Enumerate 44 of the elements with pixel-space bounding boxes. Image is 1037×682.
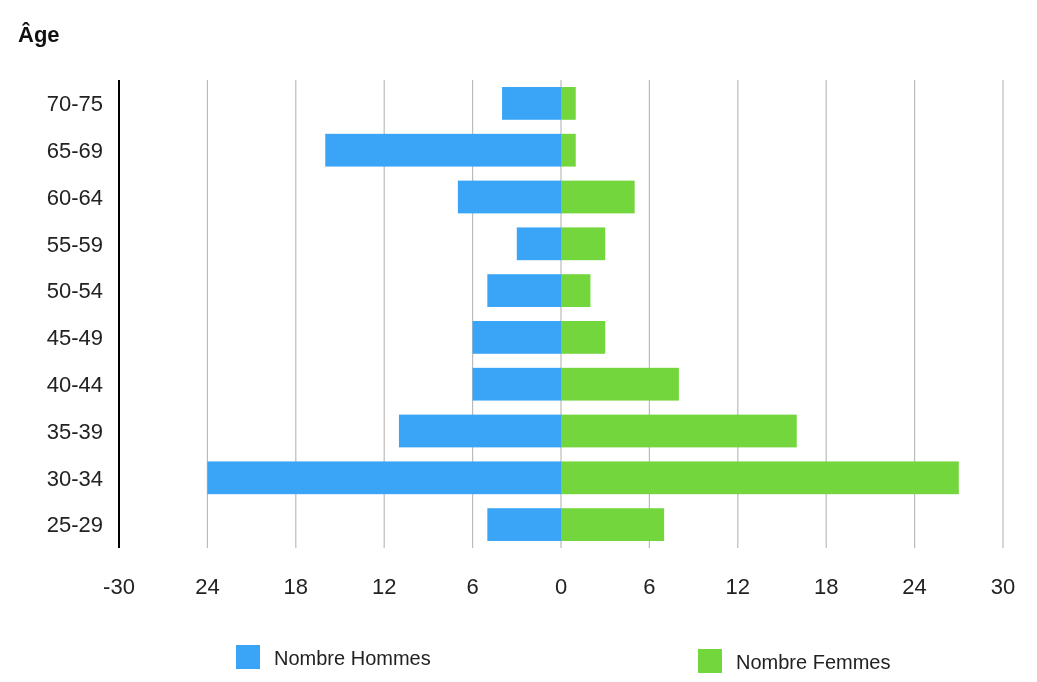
bar <box>561 133 576 167</box>
bar <box>502 87 561 120</box>
y-tick-label: 55-59 <box>46 231 103 257</box>
bar <box>561 508 665 541</box>
x-tick-label: 6 <box>643 574 656 599</box>
x-tick-label: 12 <box>725 574 751 599</box>
bar <box>561 321 606 354</box>
y-tick-label: 45-49 <box>46 325 103 351</box>
x-tick-label: 0 <box>554 574 568 599</box>
bar <box>561 367 679 401</box>
bar <box>561 461 959 495</box>
bar <box>516 227 561 261</box>
y-tick-label: 35-39 <box>46 418 103 444</box>
x-tick-label: -30 <box>103 574 135 599</box>
legend-label: Nombre Hommes <box>274 647 431 669</box>
bar <box>487 274 561 307</box>
x-tick-label: 30 <box>990 574 1016 599</box>
bar <box>398 414 561 448</box>
bar <box>472 367 561 401</box>
bar <box>561 180 635 214</box>
bar <box>207 461 561 495</box>
bar <box>561 87 576 120</box>
x-tick-label: 18 <box>283 574 309 599</box>
bar <box>561 227 606 261</box>
y-tick-label: 60-64 <box>46 184 103 210</box>
x-tick-label: 6 <box>466 574 479 599</box>
legend-label: Nombre Femmes <box>736 651 891 673</box>
bar <box>487 508 561 541</box>
y-tick-label: 50-54 <box>46 278 103 304</box>
bar <box>472 321 561 354</box>
y-tick-label: 30-34 <box>46 465 103 491</box>
bar <box>561 274 591 307</box>
y-tick-label: 40-44 <box>46 371 103 397</box>
bar <box>457 180 561 214</box>
x-tick-label: 18 <box>813 574 839 599</box>
y-tick-label: 25-29 <box>46 512 103 538</box>
y-tick-label: 70-75 <box>46 91 103 117</box>
bar <box>325 133 561 167</box>
x-tick-label: 24 <box>195 574 220 599</box>
y-tick-label: 65-69 <box>46 137 103 163</box>
y-axis-title: Âge <box>18 22 60 47</box>
bar <box>561 414 797 448</box>
x-tick-label: 12 <box>371 574 397 599</box>
x-tick-label: 24 <box>902 574 927 599</box>
